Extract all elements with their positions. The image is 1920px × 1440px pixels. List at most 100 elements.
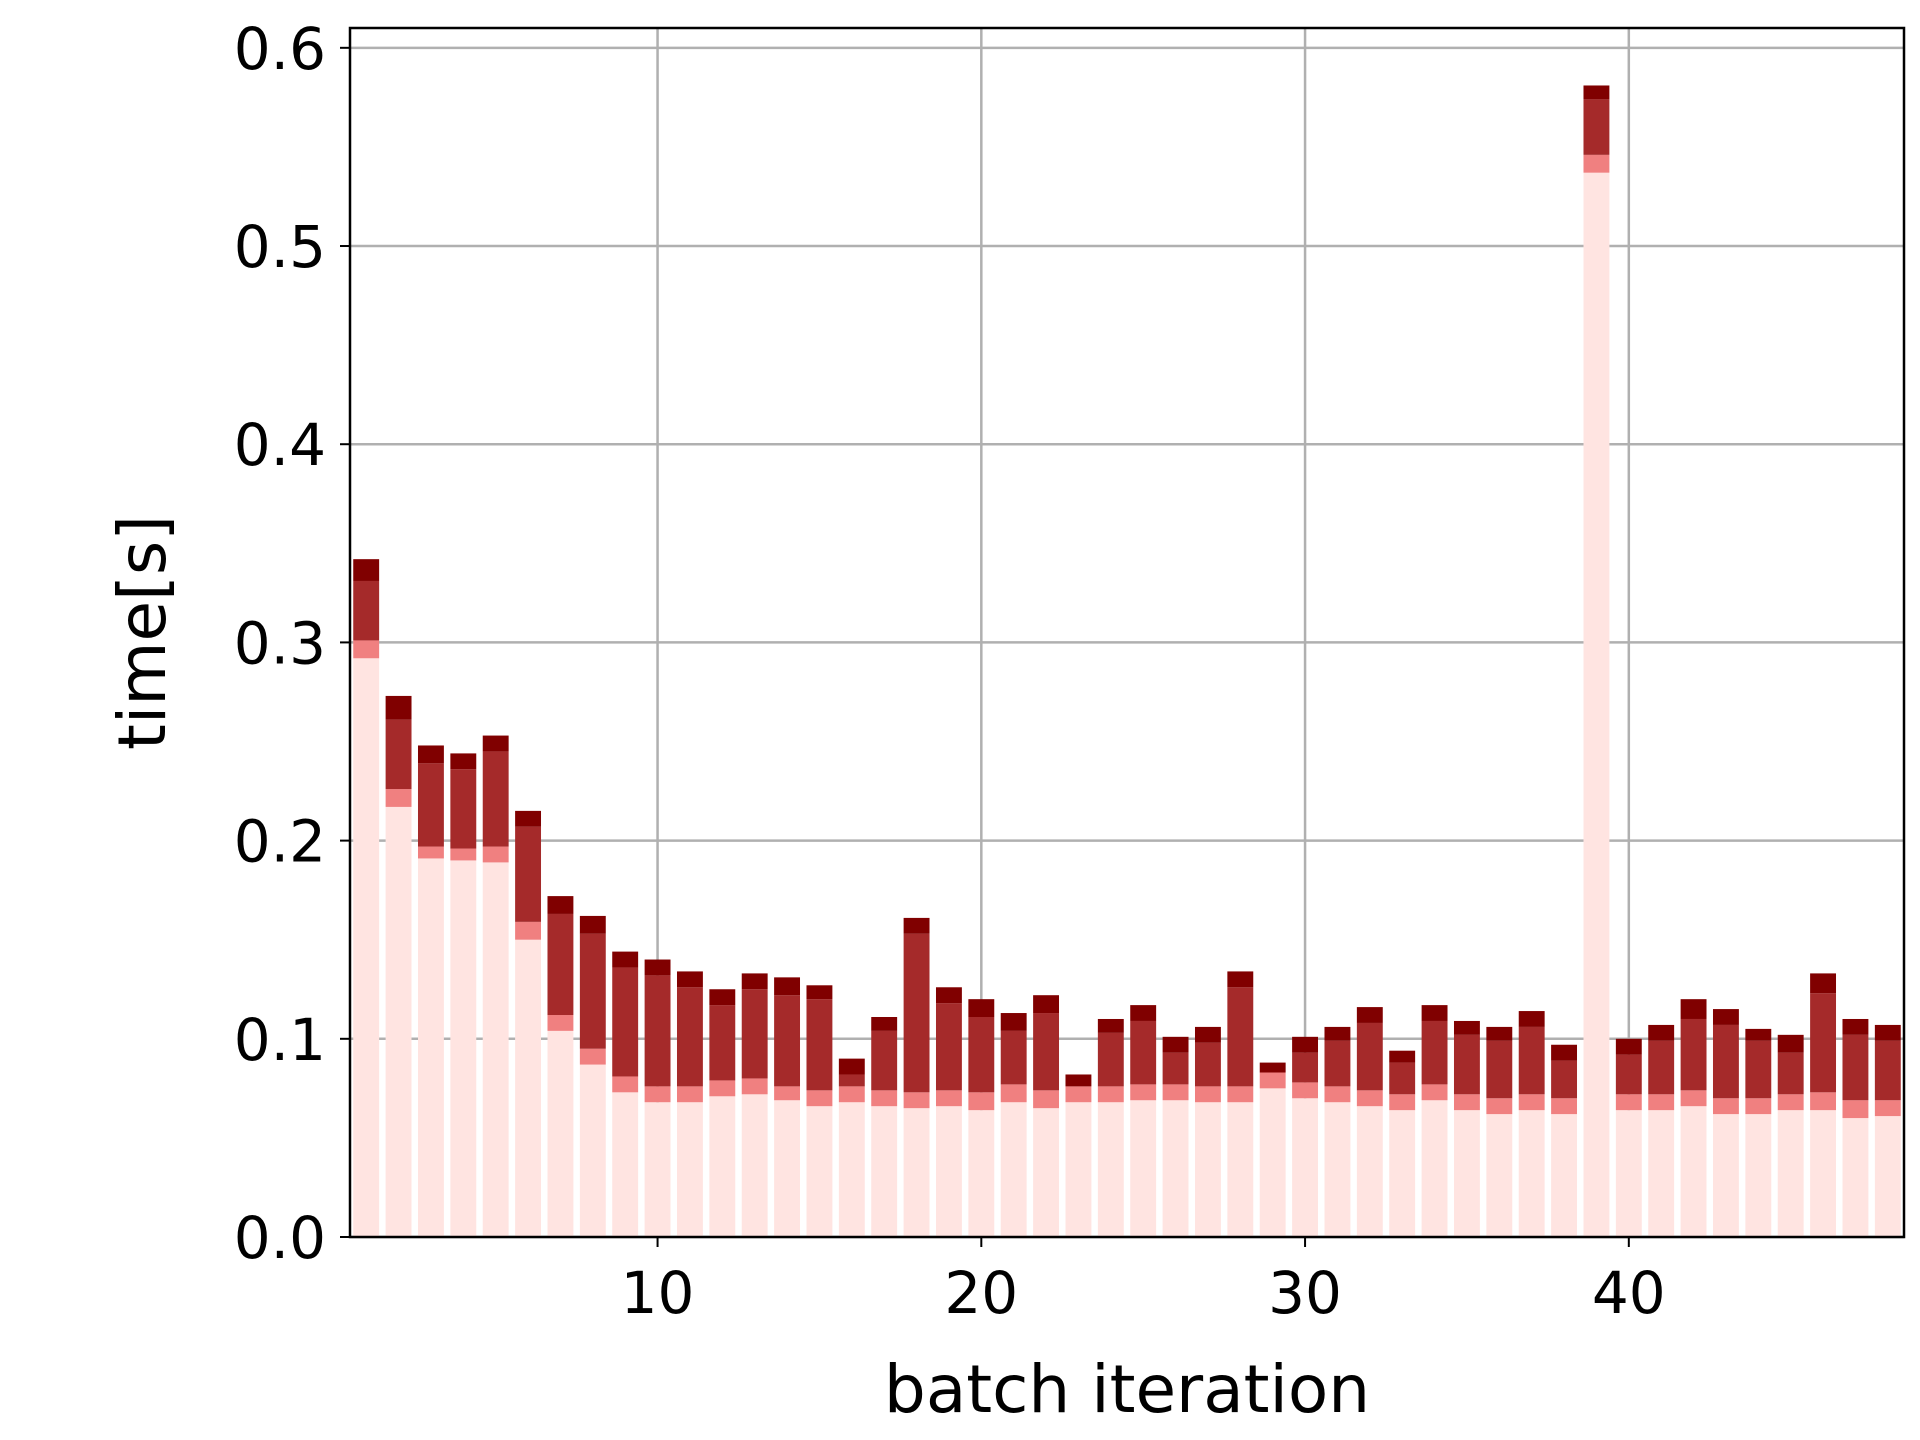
bar-segment: [1292, 1082, 1319, 1099]
bar-segment: [968, 1092, 995, 1111]
bar-segment: [1615, 1038, 1642, 1055]
bar-segment: [1065, 1086, 1092, 1103]
bar-segment: [1745, 1040, 1772, 1099]
bar-segment: [1680, 1106, 1707, 1237]
bar-segment: [482, 846, 509, 863]
bar-segment: [1745, 1098, 1772, 1115]
bar-segment: [1389, 1110, 1416, 1237]
bar-segment: [1745, 1028, 1772, 1041]
bar-segment: [1097, 1086, 1124, 1103]
y-tick-label: 0.6: [234, 15, 326, 83]
bar-segment: [1324, 1026, 1351, 1041]
bar-segment: [1259, 1072, 1286, 1089]
bar-segment: [806, 1106, 833, 1237]
bar-segment: [1777, 1052, 1804, 1095]
bar-segment: [482, 751, 509, 847]
bar-segment: [1583, 154, 1610, 173]
bar-segment: [935, 1003, 962, 1091]
bar-segment: [1194, 1026, 1221, 1043]
bar-segment: [417, 858, 444, 1237]
bar-segment: [1421, 1084, 1448, 1101]
bar-segment: [547, 896, 574, 914]
bar-segment: [1227, 987, 1254, 1087]
bar-segment: [417, 846, 444, 859]
bar-segment: [579, 915, 606, 934]
x-axis-label: batch iteration: [884, 1351, 1370, 1428]
bar-segment: [741, 1078, 768, 1095]
bar-segment: [547, 1015, 574, 1031]
bar-segment: [1292, 1036, 1319, 1053]
bar-segment: [1810, 993, 1837, 1093]
bar-segment: [353, 640, 380, 659]
y-axis-label: time[s]: [104, 515, 181, 750]
bar-segment: [676, 971, 703, 988]
bar-segment: [579, 933, 606, 1049]
bar-segment: [1842, 1018, 1869, 1035]
bar-segment: [1680, 1090, 1707, 1107]
bar-segment: [450, 753, 477, 770]
y-tick-label: 0.4: [234, 411, 326, 479]
bar-segment: [1648, 1040, 1675, 1095]
bar-segment: [1874, 1040, 1901, 1101]
bar-segment: [838, 1086, 865, 1103]
bar-segment: [1712, 1024, 1739, 1099]
bar-segment: [1745, 1114, 1772, 1237]
bar-segment: [1615, 1110, 1642, 1237]
bar-segment: [774, 1086, 801, 1101]
bar-segment: [838, 1074, 865, 1087]
bar-segment: [1324, 1102, 1351, 1237]
bar-segment: [838, 1102, 865, 1237]
x-tick-label: 30: [1268, 1259, 1342, 1327]
bar-segment: [1356, 1090, 1383, 1107]
bar-segment: [1453, 1020, 1480, 1035]
bar-segment: [1551, 1098, 1578, 1115]
bar-segment: [1777, 1094, 1804, 1111]
bar-segment: [1842, 1100, 1869, 1119]
bar-segment: [806, 1090, 833, 1107]
bar-segment: [1324, 1040, 1351, 1087]
bar-segment: [1033, 1108, 1060, 1237]
bar-segment: [1874, 1100, 1901, 1117]
bar-segment: [1486, 1040, 1513, 1099]
bar-segment: [709, 1005, 736, 1081]
bars: [353, 85, 1901, 1238]
bar-segment: [1453, 1110, 1480, 1237]
bar-segment: [1065, 1102, 1092, 1237]
bar-segment: [1356, 1106, 1383, 1237]
bar-segment: [1227, 971, 1254, 988]
bar-segment: [1097, 1032, 1124, 1087]
y-tick-label: 0.2: [234, 808, 326, 876]
bar-segment: [547, 913, 574, 1016]
bar-segment: [353, 658, 380, 1237]
bar-segment: [450, 848, 477, 861]
bar-segment: [1648, 1024, 1675, 1041]
bar-segment: [1874, 1024, 1901, 1041]
bar-segment: [1874, 1116, 1901, 1237]
bar-segment: [644, 959, 671, 976]
bar-segment: [385, 695, 412, 720]
bar-segment: [709, 1096, 736, 1237]
bar-segment: [1648, 1110, 1675, 1237]
bar-segment: [1033, 995, 1060, 1014]
bar-segment: [903, 1108, 930, 1237]
bar-segment: [968, 999, 995, 1018]
bar-segment: [1453, 1034, 1480, 1095]
bar-segment: [1842, 1034, 1869, 1101]
bar-segment: [1259, 1088, 1286, 1237]
bar-segment: [1324, 1086, 1351, 1103]
plot-frame: [348, 26, 1906, 1239]
bar-segment: [547, 1030, 574, 1237]
bar-segment: [1712, 1098, 1739, 1115]
bar-segment: [838, 1058, 865, 1075]
bar-segment: [612, 1076, 639, 1093]
bar-segment: [1194, 1042, 1221, 1087]
bar-segment: [741, 973, 768, 990]
x-tick-label: 20: [944, 1259, 1018, 1327]
bar-segment: [450, 860, 477, 1237]
bar-segment: [482, 735, 509, 752]
bar-segment: [515, 826, 542, 922]
bar-segment: [935, 1106, 962, 1237]
bar-segment: [1227, 1102, 1254, 1237]
bar-segment: [1421, 1100, 1448, 1237]
